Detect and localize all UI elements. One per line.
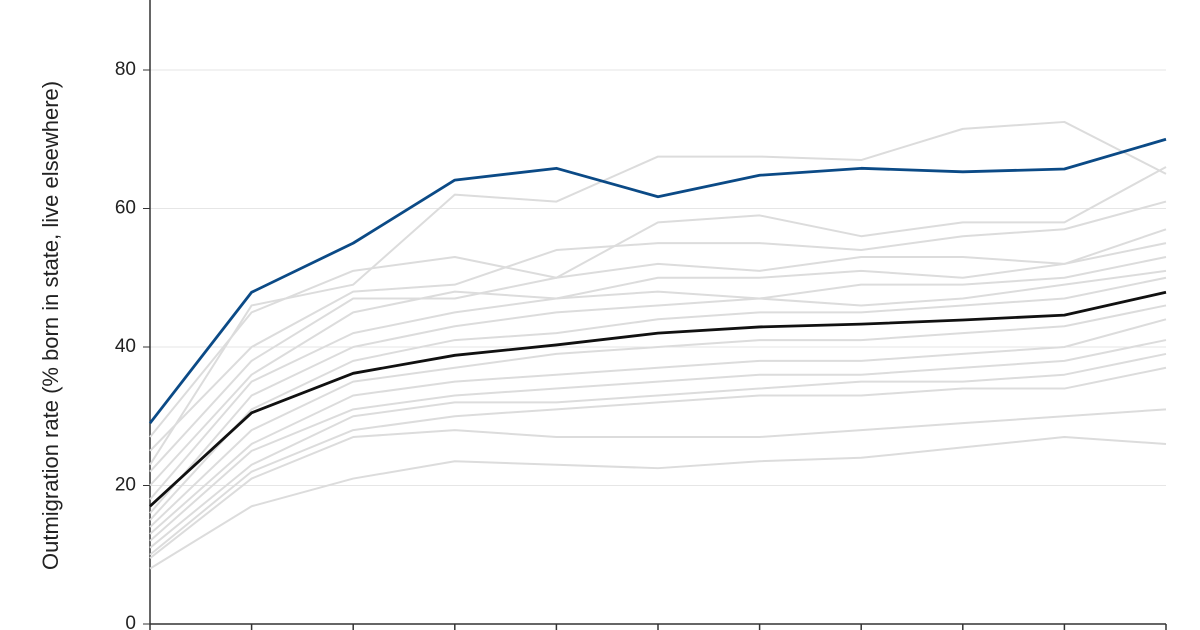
state-line [149, 366, 1167, 556]
highlight-line [148, 137, 1167, 425]
state-line [149, 255, 1167, 501]
state-line [149, 120, 1167, 466]
state-line [149, 436, 1167, 570]
y-tick-label: 80 [115, 59, 136, 80]
y-tick-label: 0 [125, 613, 136, 630]
state-line [149, 242, 1167, 487]
y-tick-label: 60 [115, 198, 136, 219]
state-line [149, 352, 1167, 549]
y-axis-label: Outmigration rate (% born in state, live… [38, 81, 63, 570]
y-tick-label: 20 [115, 475, 136, 496]
state-line [149, 339, 1167, 542]
state-line [149, 166, 1167, 438]
state-line [149, 318, 1167, 535]
y-tick-label: 40 [115, 336, 136, 357]
state-line [149, 304, 1167, 528]
state-line [149, 408, 1167, 560]
state-line [149, 269, 1167, 514]
state-line [149, 228, 1167, 473]
state-line [149, 276, 1167, 521]
state-line [149, 200, 1167, 452]
highlight-line [149, 290, 1167, 508]
